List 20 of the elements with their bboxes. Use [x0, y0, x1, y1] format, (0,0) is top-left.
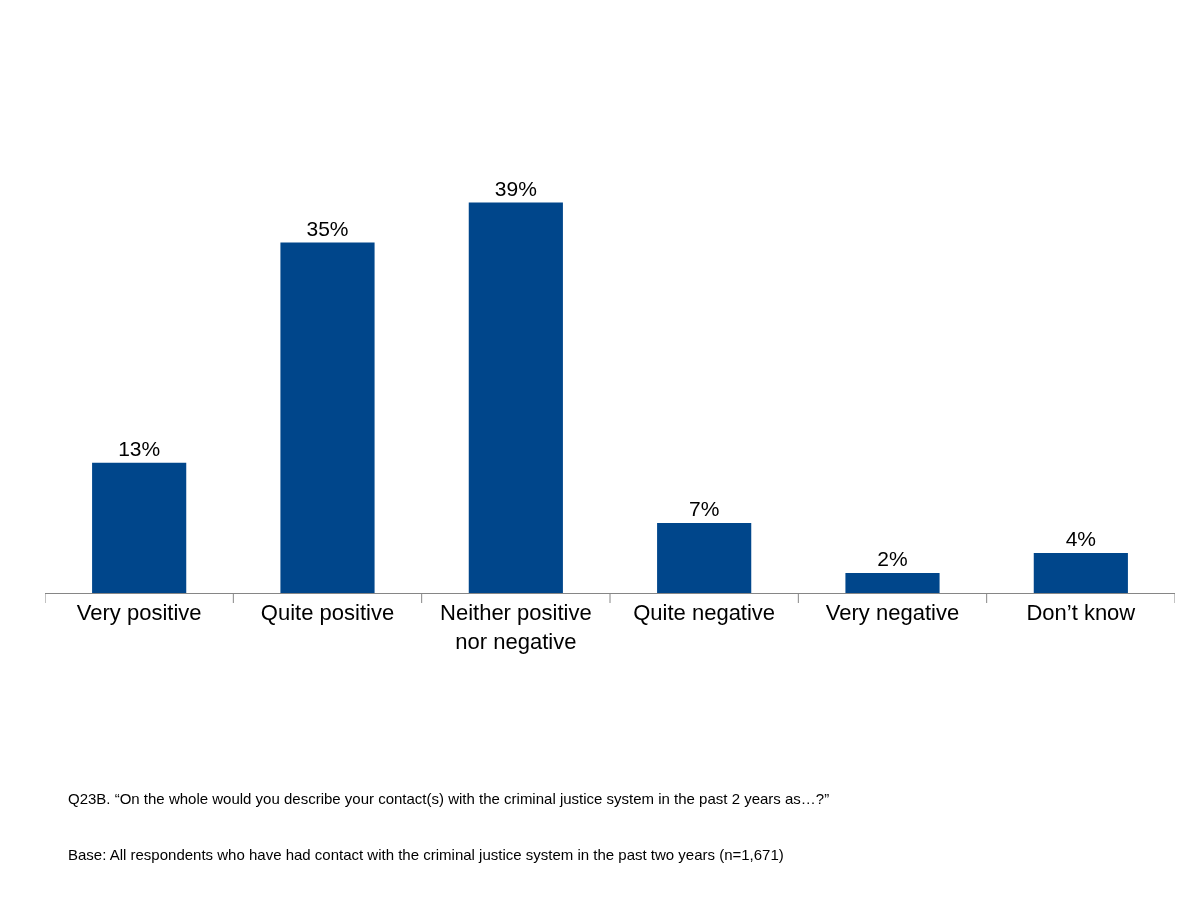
data-label: 4%: [1065, 526, 1097, 550]
text: Base: All respondents who have had contact with the criminal justice system in the past two years (n=1,671): [68, 846, 784, 863]
data-label: 7%: [688, 496, 720, 520]
bar: [845, 572, 940, 593]
bar: [468, 202, 563, 593]
x-tick-label: Quite positive: [260, 600, 395, 626]
bar: [1033, 552, 1128, 593]
x-tick-label: Don’t know: [1026, 600, 1136, 626]
bar: [92, 462, 187, 593]
x-tick-label: Very negative: [825, 600, 960, 626]
bar: [657, 522, 752, 593]
data-label: 39%: [494, 176, 537, 200]
text: Q23B. “On the whole would you describe your contact(s) with the criminal justice system in the past 2 years as…?”: [68, 790, 830, 807]
data-label: 2%: [877, 546, 908, 570]
data-label: 35%: [306, 216, 349, 240]
data-label: 13%: [118, 436, 161, 460]
bar: [280, 242, 375, 593]
x-tick-label: Very positive: [76, 600, 202, 626]
x-tick-label: Neither positive nor negative: [440, 600, 592, 654]
x-tick-label: Quite negative: [633, 600, 776, 626]
